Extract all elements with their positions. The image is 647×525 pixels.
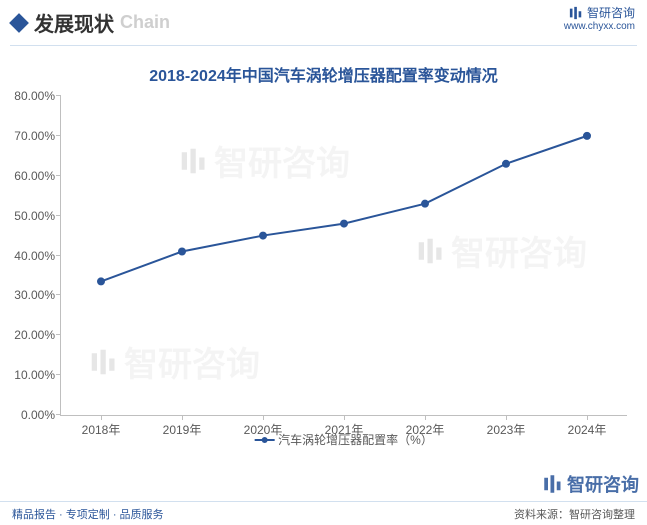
y-axis-label: 40.00% bbox=[14, 249, 61, 263]
chart-marker bbox=[340, 220, 348, 228]
y-axis-label: 60.00% bbox=[14, 169, 61, 183]
chart-title: 2018-2024年中国汽车涡轮增压器配置率变动情况 bbox=[0, 62, 647, 86]
footer: 精品报告 · 专项定制 · 品质服务 资料来源：智研咨询整理 bbox=[0, 501, 647, 525]
brand-top: 智研咨询 www.chyxx.com bbox=[564, 4, 635, 32]
plot-region: 0.00%10.00%20.00%30.00%40.00%50.00%60.00… bbox=[60, 96, 627, 416]
header-title-en: Chain bbox=[120, 12, 170, 33]
chart-marker bbox=[502, 160, 510, 168]
chart-legend: 汽车涡轮增压器配置率（%） bbox=[254, 431, 433, 448]
header: 发展现状 Chain 智研咨询 www.chyxx.com bbox=[0, 0, 647, 41]
brand-label: 智研咨询 bbox=[564, 4, 635, 21]
y-axis-label: 50.00% bbox=[14, 209, 61, 223]
chart-marker bbox=[97, 277, 105, 285]
legend-label: 汽车涡轮增压器配置率（%） bbox=[278, 431, 433, 448]
header-title-cn: 发展现状 bbox=[34, 8, 114, 37]
y-axis-label: 0.00% bbox=[21, 408, 61, 422]
y-axis-label: 70.00% bbox=[14, 129, 61, 143]
chart-area: 0.00%10.00%20.00%30.00%40.00%50.00%60.00… bbox=[60, 96, 627, 446]
y-axis-label: 30.00% bbox=[14, 288, 61, 302]
chart-marker bbox=[259, 232, 267, 240]
legend-marker-icon bbox=[254, 439, 274, 441]
brand-bottom-icon bbox=[543, 474, 563, 494]
chart-marker bbox=[583, 132, 591, 140]
line-chart-svg bbox=[61, 96, 627, 415]
brand-icon bbox=[569, 6, 583, 20]
footer-left: 精品报告 · 专项定制 · 品质服务 bbox=[12, 506, 164, 522]
y-axis-label: 10.00% bbox=[14, 368, 61, 382]
chart-marker bbox=[421, 200, 429, 208]
chart-marker bbox=[178, 248, 186, 256]
footer-right: 资料来源：智研咨询整理 bbox=[514, 506, 635, 522]
header-divider bbox=[10, 45, 637, 46]
brand-bottom-name: 智研咨询 bbox=[567, 471, 639, 497]
y-axis-label: 80.00% bbox=[14, 89, 61, 103]
brand-name: 智研咨询 bbox=[587, 4, 635, 21]
chart-line bbox=[101, 136, 587, 282]
diamond-icon bbox=[9, 13, 29, 33]
brand-url-top: www.chyxx.com bbox=[564, 21, 635, 32]
brand-bottom: 智研咨询 bbox=[543, 471, 639, 497]
y-axis-label: 20.00% bbox=[14, 328, 61, 342]
